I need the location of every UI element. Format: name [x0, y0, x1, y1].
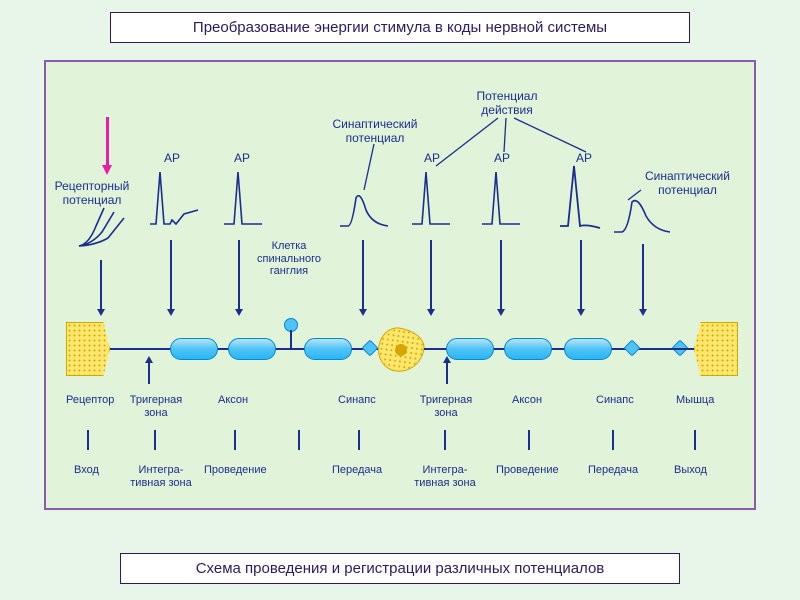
label-muscle: Мышца: [676, 394, 714, 407]
label-process-integrative-2: Интегра- тивная зона: [410, 464, 480, 489]
waveform-synaptic-2-icon: [610, 190, 678, 240]
receptor-icon: [66, 322, 110, 376]
label-process-output: Выход: [674, 464, 707, 477]
arrow-down-icon: [170, 240, 172, 310]
waveform-ap-multi-icon: [146, 166, 206, 236]
label-axon-1: Аксон: [218, 394, 248, 407]
soma-connector: [290, 330, 292, 348]
label-process-input: Вход: [74, 464, 99, 477]
tick-icon: [298, 430, 300, 450]
tick-icon: [234, 430, 236, 450]
label-process-conduction-1: Проведение: [204, 464, 267, 477]
label-trigger-1: Тригерная зона: [126, 394, 186, 419]
arrow-up-icon: [446, 362, 448, 384]
arrow-down-icon: [362, 240, 364, 310]
title-bottom: Схема проведения и регистрации различных…: [120, 553, 680, 584]
arrow-up-icon: [148, 362, 150, 384]
tick-icon: [154, 430, 156, 450]
label-trigger-2: Тригерная зона: [416, 394, 476, 419]
arrow-down-icon: [430, 240, 432, 310]
tick-icon: [358, 430, 360, 450]
tick-icon: [612, 430, 614, 450]
arrow-down-icon: [500, 240, 502, 310]
label-axon-2: Аксон: [512, 394, 542, 407]
axon-line: [642, 348, 694, 350]
arrow-down-icon: [642, 244, 644, 310]
label-process-conduction-2: Проведение: [496, 464, 559, 477]
myelin-icon: [504, 338, 552, 360]
waveform-receptor-icon: [74, 198, 144, 253]
arrow-down-icon: [580, 240, 582, 310]
tick-icon: [694, 430, 696, 450]
waveform-ap-single-1-icon: [220, 166, 270, 236]
neuron-chain: [66, 320, 738, 380]
label-receptor-elem: Рецептор: [66, 394, 114, 407]
arrow-down-icon: [100, 260, 102, 310]
tick-icon: [87, 430, 89, 450]
label-process-integrative-1: Интегра- тивная зона: [126, 464, 196, 489]
muscle-icon: [694, 322, 738, 376]
waveform-ap-single-3-icon: [478, 166, 528, 236]
myelin-icon: [170, 338, 218, 360]
label-process-transfer-1: Передача: [332, 464, 382, 477]
tick-icon: [444, 430, 446, 450]
diagram-frame: Рецепторный потенциал АР АР АР АР АР Кле…: [44, 60, 756, 510]
label-process-transfer-2: Передача: [588, 464, 638, 477]
title-top: Преобразование энергии стимула в коды не…: [110, 12, 690, 43]
myelin-icon: [446, 338, 494, 360]
label-synapse-2: Синапс: [596, 394, 634, 407]
waveform-ap-tall-icon: [556, 162, 608, 238]
ganglion-cell-icon: [375, 325, 427, 375]
myelin-icon: [304, 338, 352, 360]
synapse-terminal-icon: [624, 340, 641, 357]
myelin-icon: [564, 338, 612, 360]
waveform-synaptic-1-icon: [336, 180, 396, 235]
tick-icon: [528, 430, 530, 450]
myelin-icon: [228, 338, 276, 360]
synapse-terminal-icon: [362, 340, 379, 357]
waveform-ap-single-2-icon: [408, 166, 458, 236]
arrow-down-icon: [238, 240, 240, 310]
label-synapse-1: Синапс: [338, 394, 376, 407]
